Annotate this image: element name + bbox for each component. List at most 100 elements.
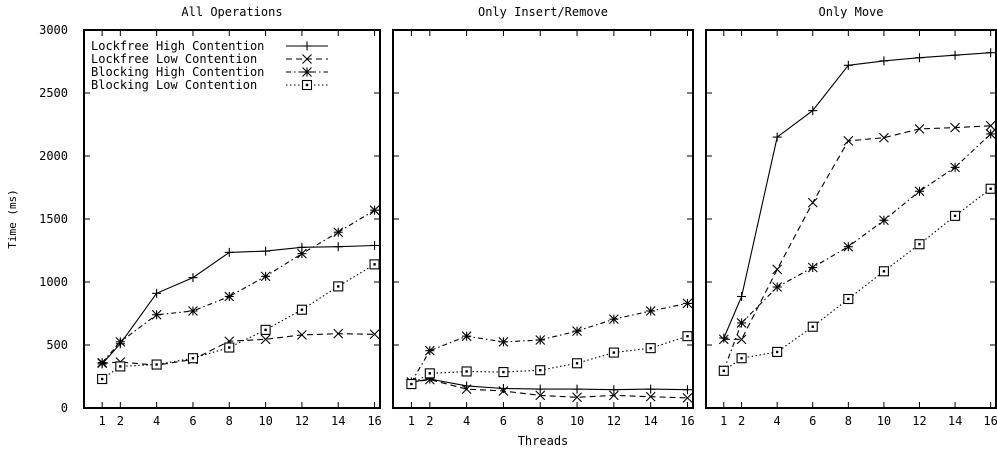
x-tick-label: 16 xyxy=(367,414,381,428)
data-point-box xyxy=(736,353,747,364)
data-point-plus xyxy=(535,384,545,394)
data-point-plus xyxy=(808,106,818,116)
panel-title: Only Insert/Remove xyxy=(478,5,608,19)
data-point-box xyxy=(461,366,472,377)
data-point-box xyxy=(369,259,380,270)
x-tick-label: 1 xyxy=(408,414,415,428)
data-point-star xyxy=(535,335,546,345)
data-point-star xyxy=(115,336,126,347)
legend-marker-plus xyxy=(302,41,312,51)
plot-frame xyxy=(705,29,997,409)
y-tick-label: 500 xyxy=(46,338,68,352)
data-point-plus xyxy=(370,240,380,250)
data-point-cross xyxy=(333,328,344,339)
legend-label: Lockfree Low Contention xyxy=(91,52,257,66)
data-point-cross xyxy=(297,330,307,340)
data-point-star xyxy=(807,262,818,273)
x-tick-label: 14 xyxy=(331,414,345,428)
legend-marker-star xyxy=(302,67,312,77)
data-point-box xyxy=(878,266,889,277)
legend-marker-cross xyxy=(302,54,312,64)
data-point-cross xyxy=(985,120,996,131)
data-point-cross xyxy=(914,124,925,134)
x-tick-label: 8 xyxy=(226,414,233,428)
x-tick-label: 10 xyxy=(877,414,891,428)
data-point-plus xyxy=(609,385,619,395)
panel-title: All Operations xyxy=(181,5,282,19)
data-point-box xyxy=(535,365,546,376)
data-point-plus xyxy=(737,291,747,301)
data-point-box xyxy=(498,367,509,378)
data-point-cross xyxy=(461,384,472,394)
x-tick-label: 4 xyxy=(463,414,470,428)
data-point-star xyxy=(682,298,693,309)
data-point-star xyxy=(572,326,582,337)
panel-title: Only Move xyxy=(818,5,883,19)
data-point-plus xyxy=(719,333,729,343)
data-point-star xyxy=(914,186,925,197)
data-point-box xyxy=(571,358,583,369)
data-point-cross xyxy=(843,135,854,146)
series-line-plus xyxy=(723,52,991,339)
x-tick-label: 14 xyxy=(643,414,657,428)
data-point-box xyxy=(187,353,199,364)
data-point-box xyxy=(260,324,271,335)
data-point-box xyxy=(718,365,729,376)
data-point-box xyxy=(914,239,925,250)
data-point-star xyxy=(424,345,435,356)
series-line-plus xyxy=(101,244,375,365)
data-point-cross xyxy=(950,122,960,133)
data-point-box xyxy=(224,342,235,353)
series-line-cross xyxy=(102,333,375,366)
data-point-star xyxy=(224,291,235,302)
y-axis-label: Time (ms) xyxy=(6,189,19,249)
panel-2: Only Insert/Remove 1 2 4 6 8 10 12 14 16 xyxy=(392,5,695,428)
legend-entry: Lockfree Low Contention xyxy=(91,52,328,66)
x-tick-label: 10 xyxy=(570,414,584,428)
data-point-plus xyxy=(772,132,782,142)
x-tick-label: 6 xyxy=(500,414,507,428)
panel-1: All Operations 0 500 1000 1500 2000 2500 3000 1 2… xyxy=(39,5,382,428)
y-tick-label: 3000 xyxy=(39,23,68,37)
series-line-star xyxy=(723,133,992,371)
data-point-box xyxy=(333,281,344,292)
data-point-star xyxy=(879,215,889,226)
x-tick-label: 16 xyxy=(983,414,997,428)
data-point-plus xyxy=(843,60,853,70)
legend-marker-box xyxy=(301,79,313,91)
data-point-star xyxy=(498,336,509,347)
x-tick-label: 16 xyxy=(680,414,694,428)
data-point-plus xyxy=(682,385,692,395)
data-point-cross xyxy=(718,334,729,345)
data-point-star xyxy=(950,162,960,173)
data-point-box xyxy=(950,210,961,221)
data-point-cross xyxy=(572,392,582,403)
data-point-star xyxy=(645,306,656,316)
data-point-box xyxy=(772,346,783,357)
plot-frame xyxy=(83,29,381,409)
data-point-plus xyxy=(914,53,924,63)
legend-label: Blocking High Contention xyxy=(91,65,264,79)
x-tick-label: 8 xyxy=(845,414,852,428)
data-point-plus xyxy=(986,48,996,58)
x-tick-label: 12 xyxy=(295,414,309,428)
data-point-plus xyxy=(188,273,198,283)
data-point-box xyxy=(682,331,693,342)
data-point-plus xyxy=(950,50,960,60)
data-point-plus xyxy=(572,384,582,394)
data-point-cross xyxy=(736,334,747,345)
data-point-cross xyxy=(535,390,546,401)
y-tick-label: 0 xyxy=(61,401,68,415)
legend-entry: Lockfree High Contention xyxy=(91,39,328,53)
data-point-star xyxy=(985,129,996,139)
legend-entry: Blocking Low Contention xyxy=(91,78,328,92)
data-point-box xyxy=(645,343,656,354)
data-point-box xyxy=(97,373,108,385)
x-tick-label: 10 xyxy=(258,414,272,428)
legend-label: Blocking Low Contention xyxy=(91,78,257,92)
data-point-star xyxy=(188,306,198,316)
data-point-star xyxy=(97,357,108,368)
data-point-star xyxy=(297,248,307,259)
